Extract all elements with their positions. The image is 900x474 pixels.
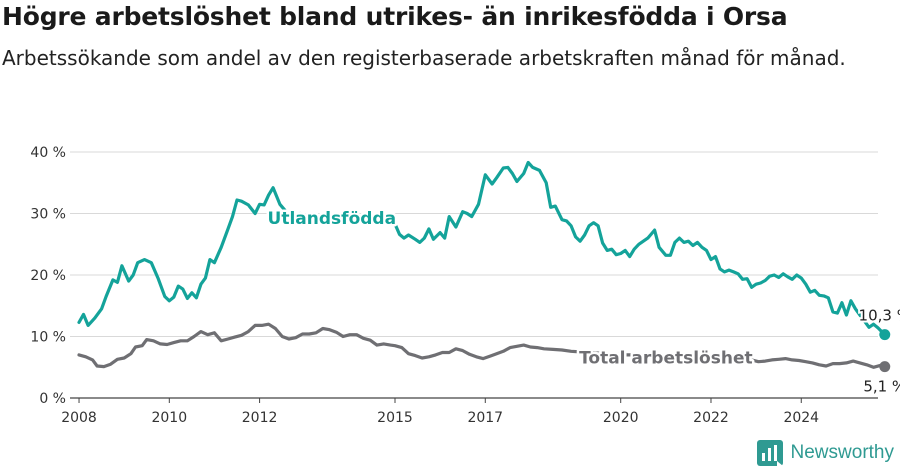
x-axis: 2008 2010 2012 2015 2017 2020 2022 2024 bbox=[61, 398, 819, 426]
series-group bbox=[77, 160, 891, 373]
y-tick-label: 30 % bbox=[30, 207, 66, 223]
brand-name: Newsworthy bbox=[790, 442, 894, 463]
x-tick-label: 2010 bbox=[151, 410, 187, 426]
series-line-1 bbox=[77, 322, 887, 369]
gridlines bbox=[70, 151, 878, 399]
y-tick-label: 10 % bbox=[30, 330, 66, 346]
series-end-label: 5,1 % bbox=[863, 378, 900, 396]
x-tick-label: 2015 bbox=[377, 410, 413, 426]
brand: Newsworthy bbox=[756, 440, 894, 466]
x-tick-label: 2020 bbox=[603, 410, 639, 426]
newsworthy-logo-icon bbox=[756, 440, 783, 466]
x-tick-label: 2022 bbox=[693, 410, 729, 426]
x-tick-label: 2012 bbox=[242, 410, 278, 426]
x-tick-label: 2017 bbox=[467, 410, 503, 426]
y-tick-label: 40 % bbox=[30, 145, 66, 161]
series-name-label: Total arbetslöshet bbox=[579, 348, 753, 368]
series-end-label: 10,3 % bbox=[859, 307, 900, 325]
y-tick-label: 20 % bbox=[30, 268, 66, 284]
chart-subtitle: Arbetssökande som andel av den registerb… bbox=[2, 46, 846, 70]
series-name-label: Utlandsfödda bbox=[268, 209, 397, 229]
series-line-0 bbox=[77, 160, 887, 337]
series-end-point-1 bbox=[879, 361, 891, 373]
series-end-point-0 bbox=[879, 329, 891, 341]
x-tick-label: 2024 bbox=[783, 410, 819, 426]
x-tick-label: 2008 bbox=[61, 410, 97, 426]
y-axis: 0 % 10 % 20 % 30 % 40 % bbox=[30, 145, 66, 407]
y-tick-label: 0 % bbox=[39, 391, 66, 407]
series-labels: Utlandsfödda Total arbetslöshet 10,3 % 5,1 … bbox=[265, 206, 900, 397]
chart-title: Högre arbetslöshet bland utrikes- än inr… bbox=[2, 2, 788, 31]
